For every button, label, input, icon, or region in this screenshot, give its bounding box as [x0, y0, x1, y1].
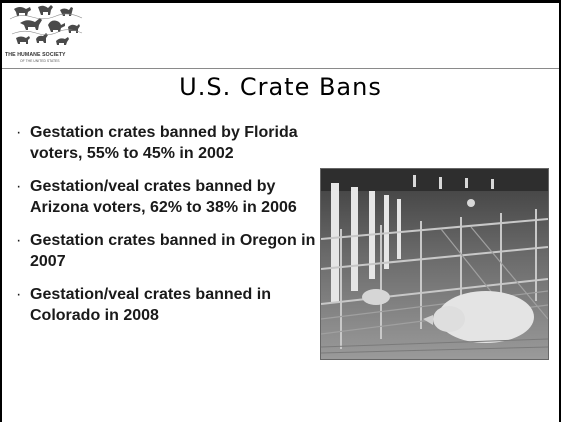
- crate-photo-illustration: [321, 169, 548, 359]
- bullet-item: · Gestation crates banned in Oregon in 2…: [16, 230, 316, 272]
- animals-silhouette-icon: [9, 5, 83, 45]
- bullet-marker: ·: [16, 286, 22, 303]
- bullet-marker: ·: [16, 124, 22, 141]
- bullet-text: Gestation crates banned by Florida voter…: [30, 124, 298, 162]
- humane-society-logo: THE HUMANE SOCIETY OF THE UNITED STATES: [2, 3, 98, 65]
- bullet-text: Gestation/veal crates banned in Colorado…: [30, 286, 271, 324]
- bullet-marker: ·: [16, 232, 22, 249]
- gestation-crates-photo: [320, 168, 549, 360]
- slide-border-left: [0, 0, 2, 422]
- bullet-text: Gestation/veal crates banned by Arizona …: [30, 178, 297, 216]
- bullet-item: · Gestation/veal crates banned by Arizon…: [16, 176, 316, 218]
- slide-title: U.S. Crate Bans: [179, 73, 382, 101]
- slide-border-top: [0, 0, 561, 3]
- logo-subtitle: OF THE UNITED STATES: [20, 59, 60, 63]
- logo-name: THE HUMANE SOCIETY: [5, 52, 66, 58]
- slide-border-right: [559, 0, 561, 422]
- bullet-item: · Gestation crates banned by Florida vot…: [16, 122, 316, 164]
- title-divider: [2, 68, 559, 69]
- bullet-marker: ·: [16, 178, 22, 195]
- bullet-item: · Gestation/veal crates banned in Colora…: [16, 284, 316, 326]
- bullet-text: Gestation crates banned in Oregon in 200…: [30, 232, 316, 270]
- bullet-list: · Gestation crates banned by Florida vot…: [16, 122, 316, 338]
